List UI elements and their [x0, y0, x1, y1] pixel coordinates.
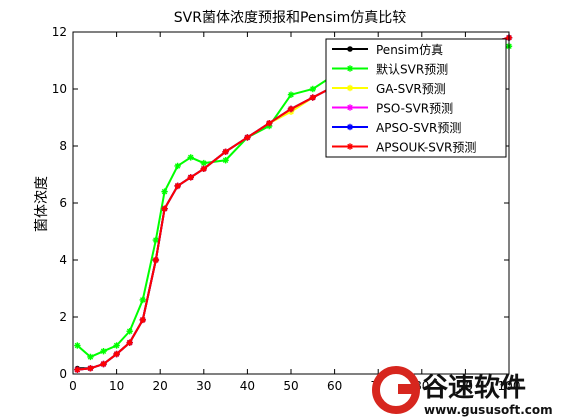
legend-marker [346, 104, 354, 111]
data-point [87, 353, 94, 361]
data-point [287, 91, 295, 98]
watermark: 谷速软件 www.gususoft.com [372, 366, 553, 417]
data-point [152, 236, 160, 244]
legend-label: APSO-SVR预测 [376, 121, 461, 135]
data-point [309, 94, 316, 101]
y-tick-label: 10 [52, 82, 67, 96]
y-tick-label: 4 [59, 253, 67, 267]
data-point [161, 205, 168, 212]
legend-item-0: Pensim仿真 [332, 43, 443, 57]
data-point [139, 296, 146, 304]
data-point [244, 134, 251, 141]
data-point [152, 256, 160, 264]
data-point [87, 365, 94, 372]
y-tick-label: 8 [59, 139, 67, 153]
y-tick-label: 0 [59, 367, 67, 381]
legend-label: PSO-SVR预测 [376, 102, 453, 116]
data-point [187, 154, 194, 161]
legend-item-1: 默认SVR预测 [332, 62, 448, 77]
legend-label: 默认SVR预测 [376, 62, 448, 77]
legend-marker [347, 46, 353, 52]
legend-item-2: GA-SVR预测 [332, 82, 446, 96]
data-point [113, 342, 120, 349]
data-point [100, 360, 107, 368]
data-point [287, 105, 295, 113]
legend-item-3: PSO-SVR预测 [332, 102, 453, 116]
data-point [161, 188, 168, 195]
legend-item-4: APSO-SVR预测 [332, 121, 461, 135]
chart-title: SVR菌体浓度预报和Pensim仿真比较 [174, 10, 406, 26]
legend-label: Pensim仿真 [376, 43, 443, 57]
data-point [174, 182, 181, 190]
data-point [222, 148, 229, 155]
x-tick-label: 30 [196, 379, 211, 393]
data-point [200, 159, 207, 167]
legend-marker [346, 84, 354, 92]
watermark-logo-bar [398, 384, 418, 394]
x-tick-label: 50 [283, 379, 298, 393]
watermark-url: www.gususoft.com [424, 403, 553, 417]
legend-item-5: APSOUK-SVR预测 [332, 141, 476, 155]
legend-label: GA-SVR预测 [376, 82, 446, 96]
data-point [200, 165, 207, 172]
y-tick-label: 6 [59, 196, 67, 210]
data-point [74, 366, 81, 373]
x-tick-label: 60 [327, 379, 342, 393]
x-tick-label: 0 [69, 379, 77, 393]
data-point [187, 174, 194, 181]
watermark-brand: 谷速软件 [422, 373, 526, 403]
legend-marker [346, 143, 354, 150]
x-tick-label: 40 [240, 379, 255, 393]
data-point [74, 342, 81, 349]
x-tick-label: 20 [153, 379, 168, 393]
y-axis-label: 菌体浓度 [34, 176, 50, 232]
y-tick-label: 2 [59, 310, 67, 324]
y-tick-label: 12 [52, 25, 67, 39]
data-point [113, 350, 120, 358]
x-tick-label: 100 [498, 379, 521, 393]
legend-label: APSOUK-SVR预测 [376, 141, 476, 155]
data-point [309, 85, 316, 93]
legend-marker [346, 65, 354, 72]
data-point [222, 157, 229, 164]
data-point [100, 348, 107, 355]
data-point [126, 328, 133, 335]
x-tick-label: 90 [458, 379, 473, 393]
legend-box [325, 38, 507, 158]
data-point [174, 162, 181, 170]
data-point [139, 316, 146, 324]
x-tick-label: 10 [109, 379, 124, 393]
data-point [266, 120, 273, 127]
data-point [126, 339, 133, 346]
legend-marker [346, 123, 354, 131]
